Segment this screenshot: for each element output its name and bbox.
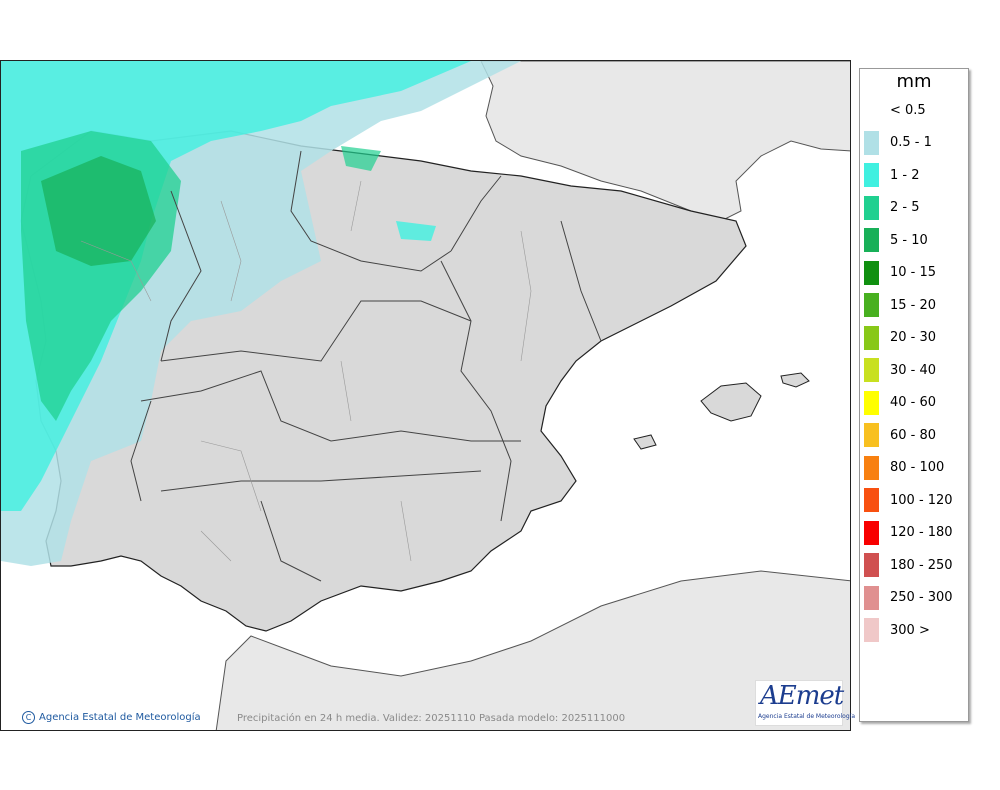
legend-swatch (864, 455, 879, 480)
legend-label: 180 - 250 (890, 557, 953, 573)
legend-swatch (864, 260, 879, 285)
legend-title: mm (896, 71, 932, 92)
legend-item: 0.5 - 1 (864, 130, 932, 156)
legend-swatch (864, 293, 879, 317)
legend-label: 40 - 60 (890, 395, 937, 410)
legend-swatch (864, 488, 879, 512)
copyright-icon: C (22, 711, 35, 724)
precip-strong (41, 156, 156, 266)
legend-item: < 0.5 (864, 97, 926, 123)
legend-label: 120 - 180 (890, 525, 953, 540)
legend-swatch (864, 585, 879, 610)
legend-swatch (864, 130, 879, 155)
aemet-logo: AEmet Agencia Estatal de Meteorología (755, 680, 855, 726)
legend-swatch (864, 228, 879, 252)
legend-label: 5 - 10 (890, 232, 928, 248)
legend-label: < 0.5 (890, 102, 926, 118)
legend-item: 20 - 30 (864, 325, 936, 351)
legend-swatch (864, 553, 879, 577)
legend-item: 60 - 80 (864, 422, 936, 448)
logo-subtitle: Agencia Estatal de Meteorología (758, 713, 855, 720)
legend-label: 80 - 100 (890, 460, 945, 475)
precip-navarra (396, 221, 436, 241)
legend-swatch (864, 423, 879, 447)
legend-swatch (864, 325, 879, 350)
legend-label: 60 - 80 (890, 427, 937, 443)
legend-swatch (864, 390, 879, 415)
credit-line: C Agencia Estatal de Meteorología (22, 711, 201, 724)
legend-label: 300 > (890, 622, 930, 638)
mallorca (700, 382, 762, 422)
logo-brand: AEmet (760, 681, 844, 711)
legend-label: 1 - 2 (890, 167, 920, 183)
precip-basque (341, 146, 381, 171)
ibiza (633, 434, 657, 450)
legend-item: 10 - 15 (864, 260, 936, 286)
legend-swatch (864, 618, 879, 642)
legend-item: 40 - 60 (864, 390, 936, 416)
region-borders (130, 150, 602, 582)
legend-item: 250 - 300 (864, 585, 953, 611)
legend-label: 100 - 120 (890, 492, 953, 508)
legend-item: 80 - 100 (864, 455, 944, 481)
legend-item: 120 - 180 (864, 520, 953, 546)
legend-swatch (864, 98, 879, 122)
legend-label: 2 - 5 (890, 200, 920, 215)
legend-label: 10 - 15 (890, 265, 937, 280)
legend-label: 15 - 20 (890, 297, 937, 313)
legend-item: 300 > (864, 617, 930, 643)
legend-label: 0.5 - 1 (890, 135, 932, 150)
menorca (780, 372, 810, 388)
legend-label: 250 - 300 (890, 590, 953, 605)
credit-text: Agencia Estatal de Meteorología (39, 712, 201, 723)
legend-item: 1 - 2 (864, 162, 920, 188)
legend-item: 15 - 20 (864, 292, 936, 318)
africa-landmass (215, 570, 850, 730)
legend-item: 2 - 5 (864, 195, 920, 221)
legend-swatch (864, 163, 879, 187)
province-borders (80, 180, 532, 562)
legend-item: 30 - 40 (864, 357, 936, 383)
precipitation-map[interactable] (0, 60, 851, 731)
legend-swatch (864, 358, 879, 382)
legend-swatch (864, 195, 879, 220)
validity-text: Precipitación en 24 h media. Validez: 20… (237, 713, 626, 724)
legend-item: 100 - 120 (864, 487, 953, 513)
legend-swatch (864, 520, 879, 545)
legend-item: 180 - 250 (864, 552, 953, 578)
precipitation-legend: mm < 0.5 0.5 - 1 1 - 2 2 - 5 5 - 10 10 - 15 15… (859, 68, 969, 722)
legend-item: 5 - 10 (864, 227, 928, 253)
legend-label: 30 - 40 (890, 362, 937, 378)
legend-label: 20 - 30 (890, 330, 937, 345)
map-canvas (1, 61, 850, 730)
